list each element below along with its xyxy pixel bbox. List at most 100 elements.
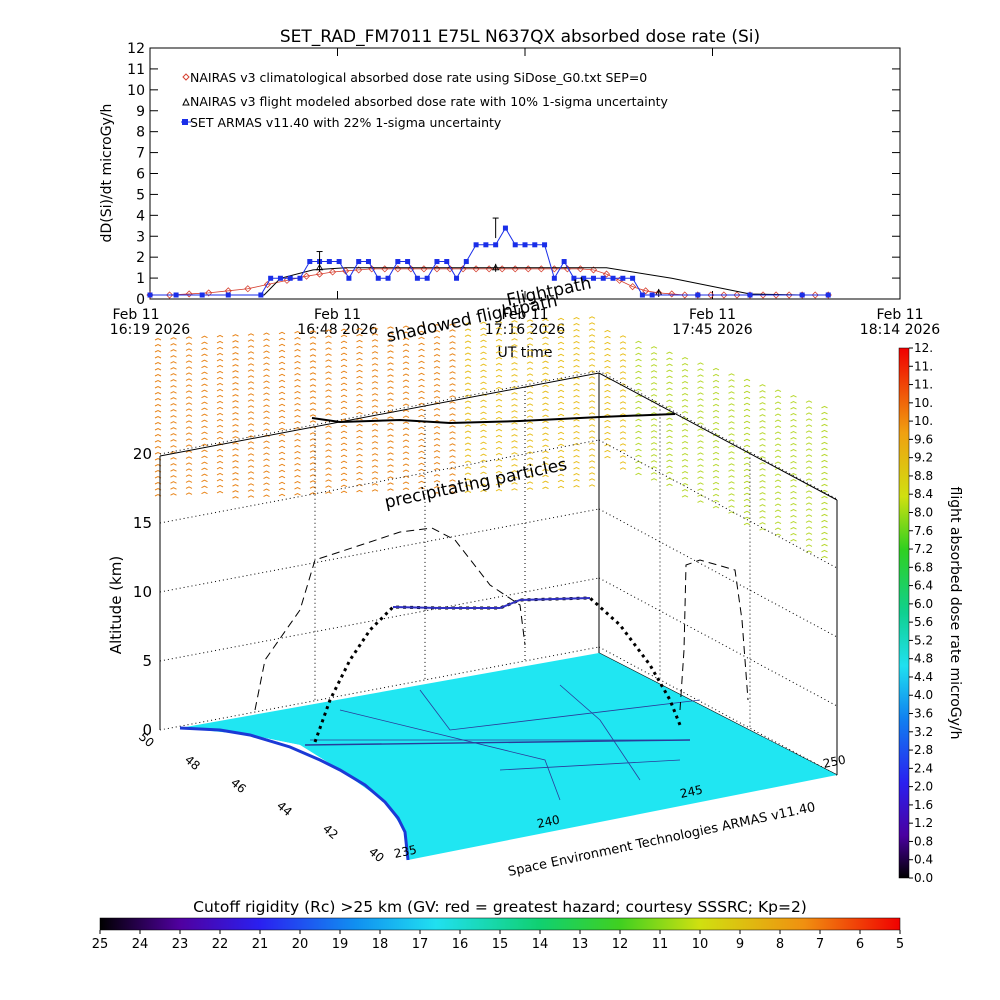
particle-column <box>635 340 642 476</box>
particle-column <box>247 333 255 498</box>
series-nairas-clim-point <box>185 290 193 298</box>
rigidity-colorbar-tick-label: 20 <box>292 937 309 952</box>
longitude-tick-label: 235 <box>393 842 418 860</box>
series-armas-point <box>799 292 805 298</box>
particle-column <box>201 335 208 495</box>
series-armas-point <box>639 292 645 298</box>
flightpath-cruise-dose <box>392 597 591 609</box>
dose-colorbar-tick-label: 8.0 <box>914 505 933 519</box>
series-armas-point <box>385 275 391 281</box>
particle-column <box>712 367 720 509</box>
series-armas-point <box>287 275 293 281</box>
series-armas-point <box>600 275 606 281</box>
particle-column <box>573 317 580 488</box>
rigidity-colorbar-tick-label: 10 <box>692 937 709 952</box>
dose-colorbar-tick-label: 5.6 <box>914 615 933 629</box>
dose-colorbar-tick-label: 10. <box>914 414 933 428</box>
series-armas-point <box>199 292 205 298</box>
legend-diamond-marker <box>182 73 190 81</box>
altitude-tick-label: 5 <box>142 652 152 670</box>
dose-colorbar-label: flight absorbed dose rate microGy/h <box>947 487 963 740</box>
series-nairas-clim-point <box>707 291 715 299</box>
ytick-label: 11 <box>127 62 145 78</box>
legend-armas-label: SET ARMAS v11.40 with 22% 1-sigma uncert… <box>190 115 502 130</box>
series-armas-point <box>561 259 567 265</box>
series-armas-line <box>150 227 829 296</box>
series-armas-point <box>356 259 362 265</box>
series-armas-point <box>649 292 655 298</box>
series-armas-point <box>424 275 430 281</box>
series-armas-point <box>463 259 469 265</box>
particle-column <box>743 378 751 526</box>
series-armas-point <box>522 242 528 248</box>
series-armas-point <box>581 275 587 281</box>
series-armas-point <box>454 275 460 281</box>
particle-column <box>666 351 673 487</box>
series-armas-point <box>326 259 332 265</box>
series-armas-point <box>502 225 508 231</box>
particle-column <box>216 334 224 494</box>
series-armas-point <box>473 242 479 248</box>
series-armas-point <box>375 275 381 281</box>
particle-column <box>821 405 828 559</box>
rigidity-colorbar-tick-label: 21 <box>252 937 269 952</box>
xtick-label-date: Feb 11 <box>314 307 361 323</box>
annotation-precipitating-particles: precipitating particles <box>383 455 569 513</box>
particle-column <box>619 335 627 470</box>
rigidity-colorbar-tick-label: 12 <box>612 937 629 952</box>
series-armas-point <box>395 259 401 265</box>
altitude-gridline <box>159 370 600 455</box>
flightpath-surface-track <box>304 739 691 746</box>
particle-column <box>170 337 177 496</box>
particle-column <box>154 337 162 497</box>
rigidity-colorbar-tick-label: 13 <box>572 937 589 952</box>
timeseries-legend: NAIRAS v3 climatological absorbed dose r… <box>181 70 669 130</box>
dose-colorbar-tick-label: 8.4 <box>914 487 933 501</box>
series-armas-point <box>493 242 499 248</box>
rigidity-colorbar-tick-label: 14 <box>532 937 549 952</box>
timeseries-series <box>146 217 832 299</box>
dose-colorbar-tick-label: 11. <box>914 359 933 373</box>
rigidity-colorbar-tick-label: 7 <box>816 937 824 952</box>
series-armas-point <box>258 292 264 298</box>
series-nairas-clim-point <box>589 266 598 274</box>
series-armas-point <box>532 242 538 248</box>
particle-column <box>433 323 441 495</box>
series-armas-point <box>147 292 153 298</box>
particle-column <box>232 334 239 499</box>
particle-column <box>418 324 425 490</box>
particle-column <box>681 356 689 498</box>
altitude-tick-label: 0 <box>142 721 152 739</box>
series-armas-point <box>444 259 450 265</box>
dose-colorbar-tick-label: 11. <box>914 378 933 392</box>
ytick-label: 6 <box>136 167 145 183</box>
rigidity-colorbar-tick-label: 16 <box>452 937 469 952</box>
longitude-tick-label: 245 <box>679 782 704 800</box>
xtick-label-date: Feb 11 <box>112 307 159 323</box>
particle-column <box>495 320 503 492</box>
dose-colorbar-tick-label: 4.0 <box>914 688 933 702</box>
particle-column <box>356 327 363 493</box>
legend-triangle-marker <box>182 97 190 106</box>
particle-column <box>325 329 332 494</box>
dose-colorbar-tick-label: 2.8 <box>914 743 933 757</box>
particle-column <box>278 331 286 497</box>
series-armas-point <box>434 259 440 265</box>
rigidity-colorbar-tick-label: 25 <box>92 937 109 952</box>
particle-column <box>774 389 782 537</box>
dose-colorbar-tick-label: 0.8 <box>914 834 933 848</box>
dose-colorbar-tick-label: 9.6 <box>914 432 933 446</box>
particle-column <box>263 332 270 498</box>
particle-column <box>185 336 193 495</box>
xtick-label-time: 17:16 2026 <box>485 322 566 338</box>
ytick-label: 0 <box>136 292 145 308</box>
dose-colorbar-tick-label: 5.2 <box>914 633 933 647</box>
particle-column <box>728 373 735 514</box>
xtick-label-time: 16:48 2026 <box>297 322 378 338</box>
dose-colorbar-tick-label: 1.2 <box>914 816 933 830</box>
particle-column <box>309 330 317 495</box>
dose-colorbar-gradient <box>898 347 910 879</box>
